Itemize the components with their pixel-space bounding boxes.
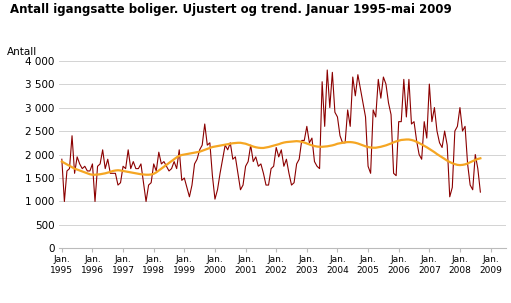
Text: Antall: Antall xyxy=(7,47,38,57)
Text: Antall igangsatte boliger. Ujustert og trend. Januar 1995-mai 2009: Antall igangsatte boliger. Ujustert og t… xyxy=(10,3,452,16)
